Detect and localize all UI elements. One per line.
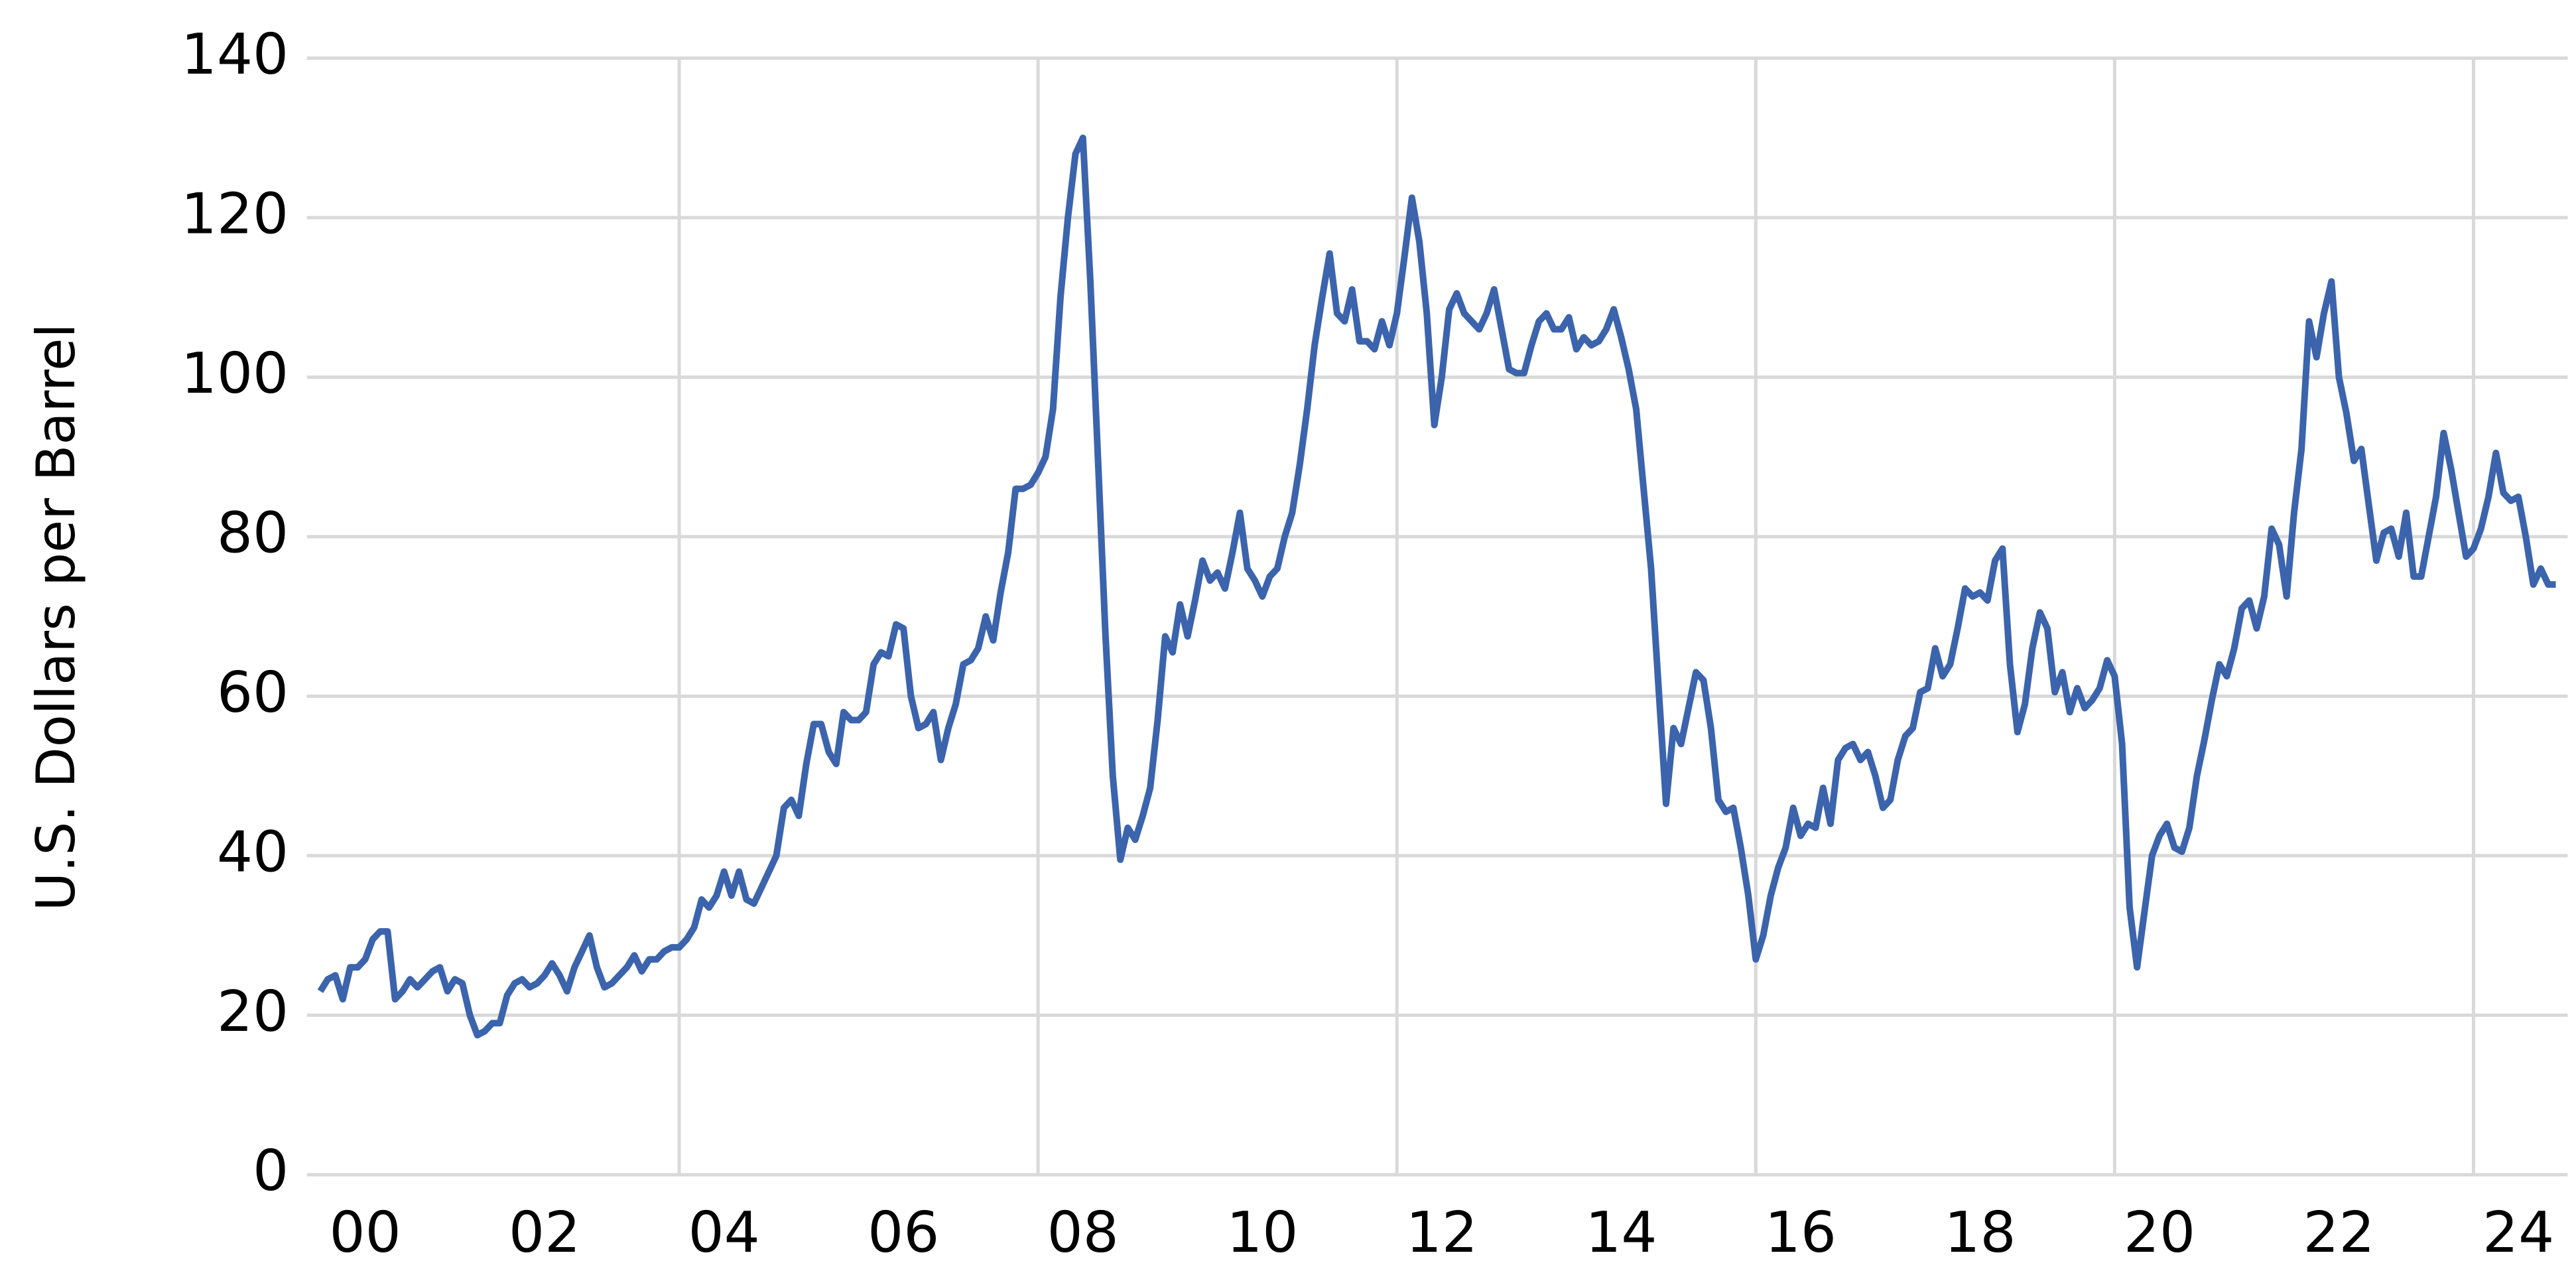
y-tick-label: 0 — [253, 1138, 289, 1204]
y-tick-label: 80 — [217, 500, 289, 566]
x-tick-label: 14 — [1585, 1200, 1657, 1266]
x-tick-label: 06 — [868, 1200, 939, 1266]
x-tick-label: 12 — [1406, 1200, 1478, 1266]
x-tick-label: 04 — [688, 1200, 760, 1266]
x-tick-label: 00 — [330, 1200, 401, 1266]
x-tick-label: 10 — [1226, 1200, 1298, 1266]
y-tick-label: 100 — [181, 341, 289, 407]
y-tick-label: 140 — [181, 22, 289, 88]
x-tick-label: 18 — [1944, 1200, 2016, 1266]
x-tick-label: 24 — [2482, 1200, 2554, 1266]
y-axis-title: U.S. Dollars per Barrel — [25, 323, 87, 911]
y-tick-label: 120 — [181, 182, 289, 247]
data-line — [317, 134, 2556, 1039]
x-tick-label: 08 — [1047, 1200, 1119, 1266]
x-tick-label: 02 — [509, 1200, 580, 1266]
y-tick-label: 20 — [217, 979, 289, 1045]
x-tick-label: 16 — [1765, 1200, 1836, 1266]
x-tick-label: 22 — [2303, 1200, 2374, 1266]
x-tick-label: 20 — [2124, 1200, 2195, 1266]
y-tick-label: 40 — [217, 819, 289, 885]
y-tick-label: 60 — [217, 660, 289, 726]
